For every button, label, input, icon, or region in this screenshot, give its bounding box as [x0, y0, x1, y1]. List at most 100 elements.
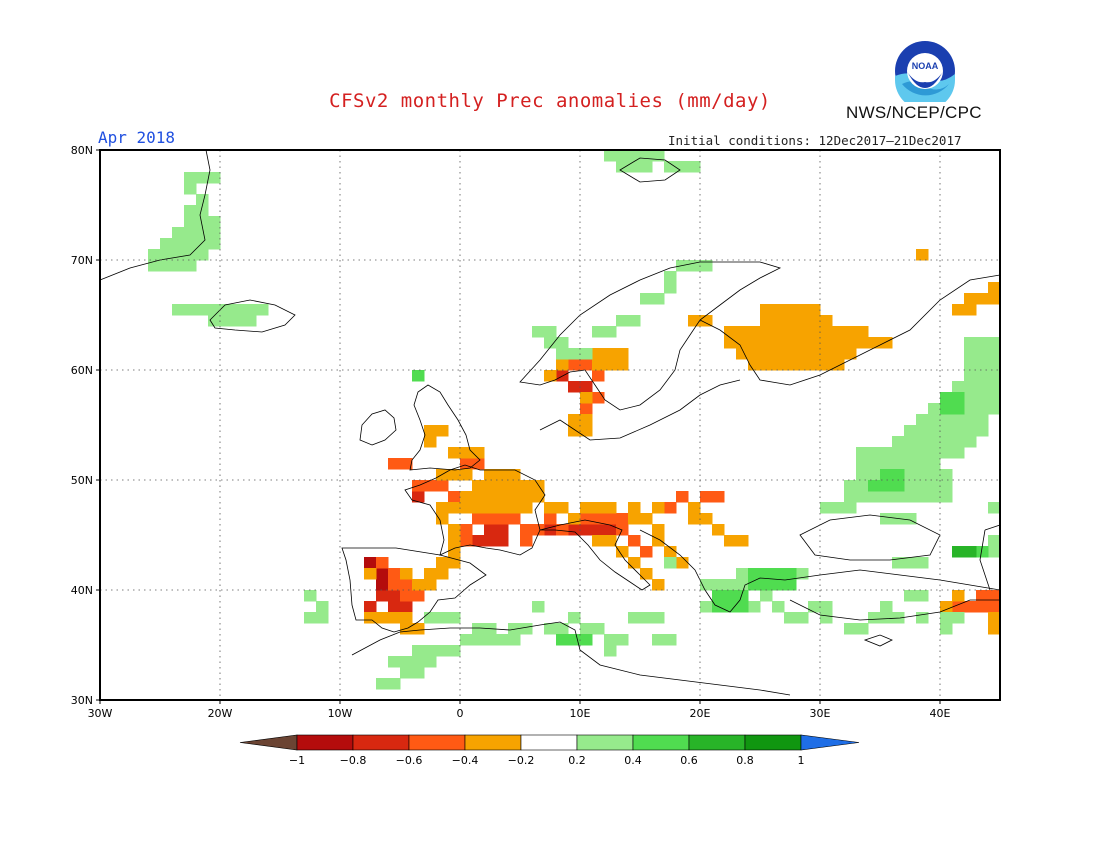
anomaly-cell: [508, 623, 521, 635]
anomaly-cell: [412, 590, 425, 602]
anomaly-cell: [772, 568, 785, 580]
anomaly-cell: [928, 414, 941, 426]
anomaly-cell: [904, 458, 917, 470]
anomaly-cell: [148, 249, 161, 261]
anomaly-cell: [964, 436, 977, 448]
graticule: [100, 150, 1000, 700]
anomaly-cell: [892, 436, 905, 448]
anomaly-cell: [916, 469, 929, 481]
anomaly-cell: [448, 469, 461, 481]
anomaly-cell: [580, 425, 593, 437]
anomaly-cell: [604, 348, 617, 360]
anomaly-cells: [148, 150, 1001, 690]
anomaly-cell: [376, 612, 389, 624]
anomaly-cell: [364, 557, 377, 569]
anomaly-cell: [772, 348, 785, 360]
anomaly-cell: [460, 469, 473, 481]
anomaly-cell: [940, 601, 953, 613]
anomaly-cell: [976, 381, 989, 393]
latitude-labels: 30N 40N 50N 60N 70N 80N: [71, 144, 100, 707]
anomaly-cell: [856, 458, 869, 470]
anomaly-cell: [736, 535, 749, 547]
anomaly-cell: [724, 326, 737, 338]
colorbar-segment: [520, 734, 578, 751]
anomaly-cell: [988, 392, 1001, 404]
colorbar: [239, 734, 860, 751]
anomaly-cell: [604, 524, 617, 536]
anomaly-cell: [448, 491, 461, 503]
colorbar-segment: [744, 734, 802, 751]
anomaly-cell: [916, 612, 929, 624]
anomaly-cell: [964, 601, 977, 613]
anomaly-cell: [208, 315, 221, 327]
anomaly-cell: [628, 315, 641, 327]
anomaly-cell: [472, 480, 485, 492]
anomaly-cell: [736, 579, 749, 591]
anomaly-cell: [484, 502, 497, 514]
latitude-tick-label: 30N: [71, 694, 93, 707]
anomaly-cell: [712, 579, 725, 591]
anomaly-cell: [760, 326, 773, 338]
anomaly-cell: [748, 359, 761, 371]
anomaly-cell: [700, 601, 713, 613]
anomaly-cell: [628, 161, 641, 173]
anomaly-cell: [964, 337, 977, 349]
anomaly-cell: [424, 612, 437, 624]
anomaly-cell: [976, 590, 989, 602]
anomaly-cell: [664, 502, 677, 514]
anomaly-cell: [208, 304, 221, 316]
anomaly-cell: [928, 425, 941, 437]
anomaly-cell: [580, 524, 593, 536]
colorbar-label: 0.4: [624, 754, 642, 767]
anomaly-cell: [448, 524, 461, 536]
anomaly-cell: [892, 491, 905, 503]
longitude-tick-label: 30W: [88, 707, 113, 720]
anomaly-cell: [988, 337, 1001, 349]
anomaly-cell: [160, 249, 173, 261]
anomaly-cell: [508, 480, 521, 492]
anomaly-cell: [652, 612, 665, 624]
anomaly-cell: [844, 491, 857, 503]
longitude-tick-label: 30E: [810, 707, 831, 720]
anomaly-cell: [688, 513, 701, 525]
anomaly-cell: [208, 172, 221, 184]
anomaly-cell: [496, 480, 509, 492]
anomaly-cell: [580, 513, 593, 525]
anomaly-cell: [700, 579, 713, 591]
anomaly-cell: [604, 326, 617, 338]
anomaly-cell: [436, 568, 449, 580]
anomaly-cell: [496, 535, 509, 547]
anomaly-cell: [844, 502, 857, 514]
anomaly-cell: [892, 480, 905, 492]
anomaly-cell: [904, 513, 917, 525]
anomaly-cell: [388, 568, 401, 580]
anomaly-cell: [412, 491, 425, 503]
anomaly-cell: [568, 348, 581, 360]
anomaly-cell: [424, 480, 437, 492]
anomaly-cell: [508, 513, 521, 525]
anomaly-cell: [388, 458, 401, 470]
anomaly-cell: [724, 337, 737, 349]
anomaly-cell: [424, 425, 437, 437]
anomaly-cell: [580, 414, 593, 426]
anomaly-cell: [880, 612, 893, 624]
anomaly-cell: [568, 414, 581, 426]
colorbar-segment: [408, 734, 466, 751]
anomaly-cell: [856, 326, 869, 338]
anomaly-cell: [856, 337, 869, 349]
anomaly-cell: [172, 249, 185, 261]
anomaly-cell: [808, 601, 821, 613]
anomaly-cell: [472, 634, 485, 646]
anomaly-cell: [592, 370, 605, 382]
anomaly-cell: [508, 634, 521, 646]
anomaly-cell: [184, 304, 197, 316]
anomaly-cell: [964, 392, 977, 404]
anomaly-cell: [940, 447, 953, 459]
anomaly-cell: [652, 524, 665, 536]
anomaly-cell: [880, 480, 893, 492]
anomaly-cell: [772, 337, 785, 349]
anomaly-cell: [544, 337, 557, 349]
anomaly-cell: [964, 348, 977, 360]
anomaly-cell: [736, 348, 749, 360]
anomaly-cell: [400, 656, 413, 668]
